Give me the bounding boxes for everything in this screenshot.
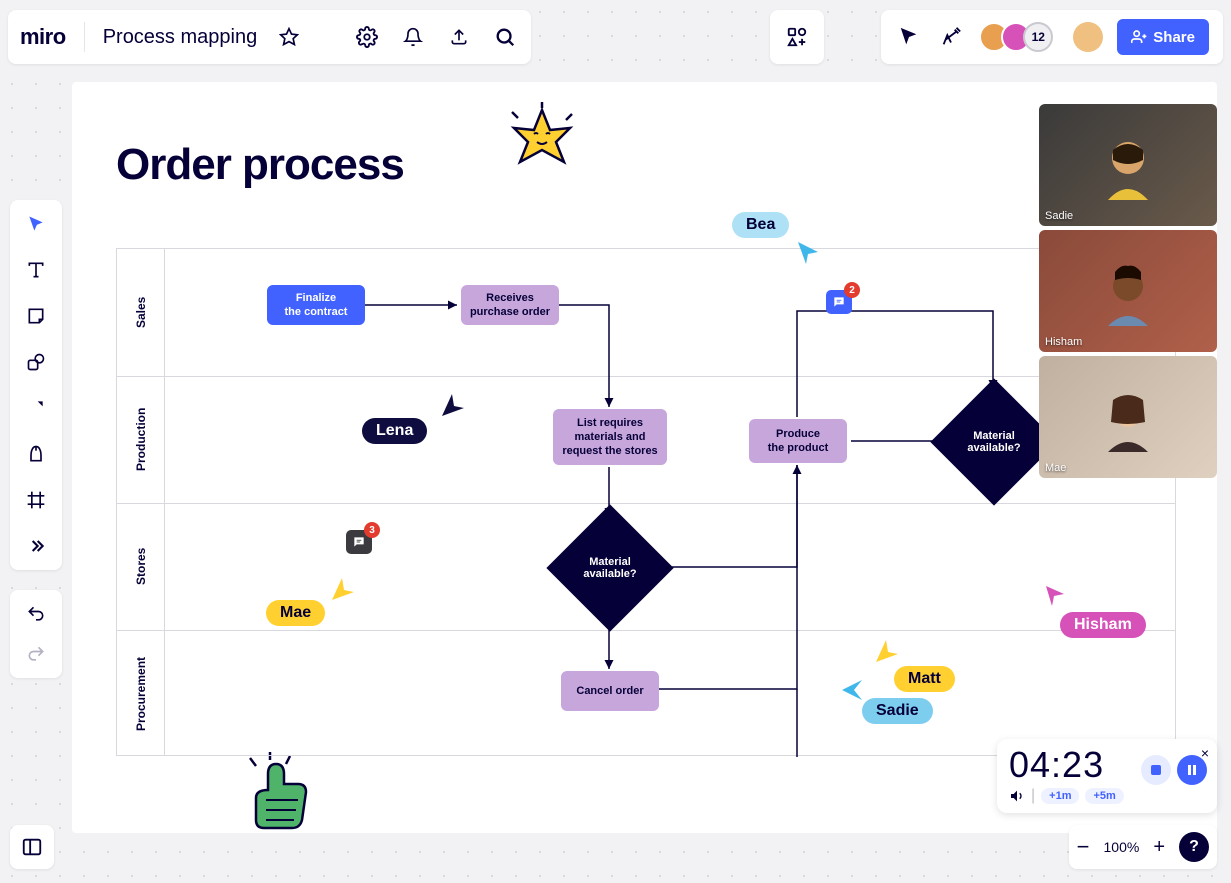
timer-stop-button[interactable]: [1141, 755, 1171, 785]
arrow-tool[interactable]: [22, 394, 50, 422]
redo-button[interactable]: [22, 640, 50, 668]
swimlane-grid: Sales Production Stores Procurement Fina…: [116, 248, 1176, 756]
share-label: Share: [1153, 29, 1195, 46]
canvas[interactable]: Order process Sales Production Stores Pr…: [72, 82, 1217, 833]
settings-icon[interactable]: [353, 23, 381, 51]
bell-icon[interactable]: [399, 23, 427, 51]
timer-chip-5m[interactable]: +5m: [1085, 788, 1123, 804]
text-tool[interactable]: [22, 256, 50, 284]
shape-tool[interactable]: [22, 348, 50, 376]
board-title[interactable]: Process mapping: [103, 26, 258, 49]
zoom-level[interactable]: 100%: [1104, 839, 1140, 855]
pen-tool[interactable]: [22, 440, 50, 468]
cursor-follow-icon[interactable]: [895, 23, 923, 51]
divider: [84, 22, 85, 52]
cursor-mae: Mae: [266, 600, 325, 626]
topbar-right: 12 Share: [881, 10, 1223, 64]
zoom-in-button[interactable]: +: [1153, 836, 1165, 859]
node-finalize[interactable]: Finalize the contract: [267, 285, 365, 325]
select-tool[interactable]: [22, 210, 50, 238]
cursor-bea: Bea: [732, 212, 789, 238]
node-list-req[interactable]: List requires materials and request the …: [553, 409, 667, 465]
video-name: Hisham: [1045, 336, 1082, 348]
video-tile[interactable]: Hisham: [1039, 230, 1217, 352]
video-name: Sadie: [1045, 210, 1073, 222]
cursor-arrow-icon: [796, 240, 822, 266]
undo-button[interactable]: [22, 600, 50, 628]
timer-chip-1m[interactable]: +1m: [1041, 788, 1079, 804]
cursor-arrow-icon: [1044, 584, 1068, 608]
canvas-title: Order process: [116, 140, 404, 190]
star-icon[interactable]: [275, 23, 303, 51]
node-material-1[interactable]: Material available?: [546, 504, 673, 631]
node-receives[interactable]: Receives purchase order: [461, 285, 559, 325]
apps-button[interactable]: [770, 10, 824, 64]
frame-tool[interactable]: [22, 486, 50, 514]
export-icon[interactable]: [445, 23, 473, 51]
cursor-arrow-icon: [440, 392, 466, 418]
participant-avatars[interactable]: 12: [979, 22, 1053, 52]
more-tools[interactable]: [22, 532, 50, 560]
cursor-hisham: Hisham: [1060, 612, 1146, 638]
node-cancel[interactable]: Cancel order: [561, 671, 659, 711]
video-stack: Sadie Hisham Mae: [1039, 104, 1217, 478]
lane-label-sales: Sales: [117, 249, 165, 376]
cursor-sadie: Sadie: [862, 698, 933, 724]
timer-widget[interactable]: × 04:23 | +1m +5m: [997, 739, 1217, 813]
timer-pause-button[interactable]: [1177, 755, 1207, 785]
left-toolbar: [10, 200, 62, 570]
cursor-arrow-icon: [330, 576, 356, 602]
star-decoration: [502, 100, 582, 180]
comment-count-badge: 2: [844, 282, 860, 298]
comment-bubble[interactable]: 3: [346, 530, 372, 554]
comment-bubble[interactable]: 2: [826, 290, 852, 314]
lane-label-stores: Stores: [117, 503, 165, 630]
collab-controls: 12 Share: [881, 10, 1223, 64]
help-button[interactable]: ?: [1179, 832, 1209, 862]
video-tile[interactable]: Mae: [1039, 356, 1217, 478]
panel-toggle-button[interactable]: [10, 825, 54, 869]
cursor-arrow-icon: [874, 638, 900, 664]
video-tile[interactable]: Sadie: [1039, 104, 1217, 226]
lane-label-production: Production: [117, 376, 165, 503]
topbar-left: miro Process mapping: [8, 10, 531, 64]
zoom-controls: − 100% + ?: [1069, 825, 1217, 869]
sound-icon[interactable]: [1009, 788, 1025, 804]
cursor-matt: Matt: [894, 666, 955, 692]
video-name: Mae: [1045, 462, 1066, 474]
share-button[interactable]: Share: [1117, 19, 1209, 55]
current-user-avatar[interactable]: [1073, 22, 1103, 52]
cursor-arrow-icon: [840, 678, 864, 702]
zoom-out-button[interactable]: −: [1077, 834, 1090, 860]
cursor-lena: Lena: [362, 418, 427, 444]
node-produce[interactable]: Produce the product: [749, 419, 847, 463]
sticky-tool[interactable]: [22, 302, 50, 330]
reactions-icon[interactable]: [937, 23, 965, 51]
app-logo[interactable]: miro: [20, 24, 66, 50]
comment-count-badge: 3: [364, 522, 380, 538]
thumbsup-decoration: [242, 750, 322, 836]
lane-label-procurement: Procurement: [117, 630, 165, 757]
undo-redo-box: [10, 590, 62, 678]
search-icon[interactable]: [491, 23, 519, 51]
avatar-count[interactable]: 12: [1023, 22, 1053, 52]
